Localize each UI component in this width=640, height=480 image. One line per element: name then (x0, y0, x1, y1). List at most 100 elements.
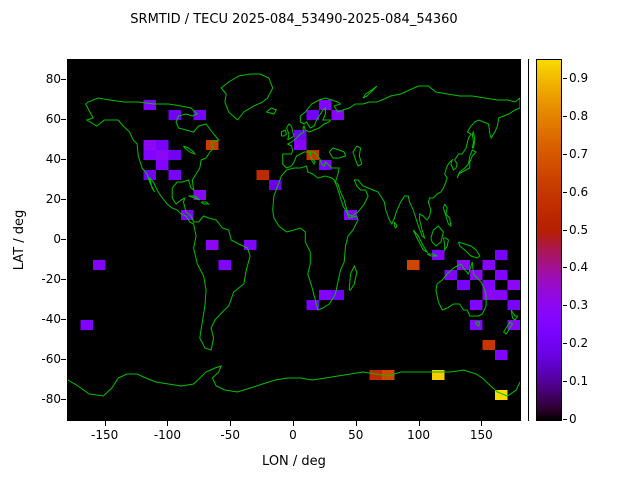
x-tick-mark (167, 421, 169, 426)
coastline-sulawesi (442, 237, 449, 252)
x-axis-label: LON / deg (262, 454, 326, 469)
tec-cell (432, 370, 445, 380)
coastline-black-sea (328, 147, 347, 159)
tec-cell (482, 260, 495, 270)
coastline-new-zealand-south (503, 321, 514, 335)
y-tick-label: -80 (41, 392, 61, 406)
tec-cell (507, 300, 520, 310)
tec-cell (256, 170, 269, 180)
tec-cell (143, 150, 156, 160)
tec-cell (494, 270, 508, 280)
colorbar-tick-mark (563, 229, 567, 231)
tec-cell (369, 370, 382, 380)
coastline-ireland (280, 129, 288, 137)
coastline-sumatra (412, 229, 429, 254)
tec-cell (143, 140, 156, 150)
coastline-eurasia (282, 85, 520, 240)
colorbar-tick-label: 0.8 (569, 108, 589, 123)
coastline-hispaniola (200, 201, 211, 205)
x-tick-label: 50 (348, 428, 364, 442)
y-tick-label: -40 (41, 312, 61, 326)
tec-cell (155, 140, 169, 150)
tec-cell (168, 110, 181, 120)
coastline-americas (85, 97, 251, 351)
x-tick-mark (481, 421, 483, 426)
tec-cell (407, 260, 420, 270)
y-tick-label: 40 (45, 152, 61, 166)
colorbar-tick-label: 0.3 (569, 298, 589, 313)
y-tick-mark (61, 319, 66, 320)
colorbar-tick-label: 0.9 (569, 70, 589, 85)
colorbar-tick-label: 0.7 (569, 146, 589, 161)
y-tick-label: 60 (45, 112, 61, 126)
tec-cell (457, 260, 470, 270)
y-tick-label: -60 (41, 352, 61, 366)
tec-cell (155, 150, 169, 160)
x-tick-label: 150 (469, 428, 493, 442)
tec-cell (494, 390, 508, 400)
y-tick-mark (61, 359, 66, 360)
coastline-sri-lanka (393, 221, 398, 229)
y-tick-mark (61, 159, 66, 160)
tec-cell (331, 110, 345, 120)
tec-cells-layer (80, 100, 520, 400)
colorbar-gradient (537, 60, 561, 420)
tec-cell (469, 320, 483, 330)
coastline-layer (68, 73, 520, 397)
colorbar-tick-mark (563, 419, 567, 420)
tec-cell (80, 320, 94, 330)
colorbar-tick-mark (563, 77, 567, 79)
x-tick-mark (355, 421, 357, 426)
y-tick-label: 80 (45, 72, 61, 86)
tec-cell (319, 160, 332, 170)
tec-cell (93, 260, 106, 270)
coastline-iceland (266, 107, 278, 115)
x-tick-label: -100 (153, 428, 182, 442)
tec-cell (294, 130, 307, 140)
x-tick-mark (293, 421, 294, 426)
tec-cell (268, 180, 282, 190)
coastline-madagascar (348, 264, 358, 291)
tec-cell (432, 250, 445, 260)
coastline-new-guinea (458, 241, 481, 259)
tec-cell (469, 270, 483, 280)
plot-right-divider (528, 59, 529, 421)
coastline-tasmania (475, 321, 481, 327)
y-tick-mark (61, 399, 66, 400)
tec-cell (494, 290, 508, 300)
colorbar-tick-label: 0.6 (569, 184, 589, 199)
coastline-new-zealand-north (510, 309, 519, 321)
coastline-great-britain (285, 123, 295, 141)
tec-cell (457, 280, 470, 290)
colorbar-tick-mark (563, 305, 567, 307)
coastline-java (426, 253, 438, 257)
tec-cell (507, 280, 520, 290)
plot-title: SRMTID / TECU 2025-084_53490-2025-084_54… (130, 12, 458, 27)
y-tick-label: 0 (53, 232, 61, 246)
coastline-cuba (188, 195, 201, 201)
tec-cell (193, 190, 207, 200)
colorbar-tick-label: 0.4 (569, 260, 589, 275)
tec-cell (206, 240, 219, 250)
x-tick-label: -150 (91, 428, 119, 442)
tec-cell (168, 170, 181, 180)
tec-cell (494, 250, 508, 260)
tec-cell (193, 110, 207, 120)
coastline-greenland (220, 73, 274, 121)
tec-cell (381, 370, 395, 380)
tec-cell (306, 300, 320, 310)
colorbar-tick-mark (563, 115, 567, 117)
coastline-antarctica (68, 365, 520, 397)
y-tick-mark (61, 79, 66, 80)
tec-cell (331, 290, 345, 300)
x-tick-mark (230, 421, 232, 426)
tec-cell (143, 170, 156, 180)
colorbar-tick-mark (563, 153, 567, 155)
colorbar-tick-label: 0.1 (569, 374, 589, 389)
plot-area (67, 59, 521, 421)
colorbar (536, 59, 562, 421)
x-tick-label: -50 (220, 428, 241, 442)
coastline-japan (456, 149, 477, 179)
y-tick-mark (61, 119, 66, 120)
